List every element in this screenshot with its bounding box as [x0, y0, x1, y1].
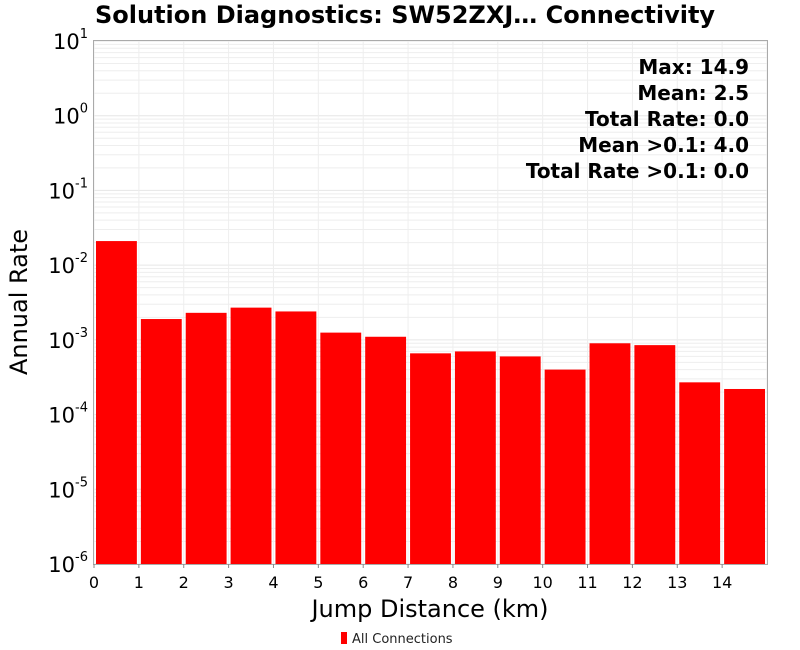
y-tick-base: 10 — [53, 30, 80, 54]
y-tick-label: 10-3 — [48, 326, 88, 353]
x-tick-label: 4 — [268, 573, 278, 592]
y-tick-exponent: -1 — [75, 176, 88, 191]
bar-3 — [230, 307, 272, 564]
legend: All Connections — [341, 632, 453, 647]
y-tick-label: 100 — [53, 102, 88, 129]
y-tick-label: 101 — [53, 27, 88, 54]
y-tick-base: 10 — [48, 404, 75, 428]
x-tick-label: 1 — [134, 573, 144, 592]
y-tick-exponent: 1 — [80, 27, 88, 42]
x-tick-label: 5 — [313, 573, 323, 592]
bar-14 — [724, 388, 765, 564]
bar-7 — [410, 353, 451, 564]
bar-12 — [634, 345, 676, 564]
bar-10 — [544, 369, 586, 564]
x-tick-label: 3 — [224, 573, 234, 592]
legend-swatch — [341, 632, 347, 644]
y-tick-label: 10-4 — [48, 401, 88, 428]
y-axis-label: Annual Rate — [5, 229, 33, 375]
legend-label: All Connections — [352, 632, 453, 647]
stat-annotation: Mean: 2.5 — [637, 81, 749, 105]
y-tick-exponent: -6 — [75, 550, 88, 565]
y-tick-base: 10 — [53, 105, 80, 129]
x-tick-label: 10 — [532, 573, 552, 592]
y-tick-base: 10 — [48, 179, 75, 203]
x-tick-label: 14 — [712, 573, 732, 592]
x-tick-label: 12 — [622, 573, 642, 592]
y-tick-exponent: -4 — [75, 401, 88, 416]
x-tick-label: 11 — [577, 573, 597, 592]
y-tick-exponent: -2 — [75, 251, 88, 266]
plot-frame — [93, 40, 768, 565]
bar-4 — [275, 311, 317, 564]
x-axis-ticks: 0 1 2 3 4 5 6 7 8 9 10 11 12 13 14 — [89, 564, 732, 592]
stat-annotation: Total Rate: 0.0 — [585, 107, 749, 131]
bar-0 — [96, 241, 137, 564]
y-tick-exponent: 0 — [80, 102, 88, 117]
y-tick-base: 10 — [48, 329, 75, 353]
bar-9 — [499, 356, 541, 564]
y-tick-base: 10 — [48, 254, 75, 278]
x-tick-label: 13 — [667, 573, 687, 592]
bar-13 — [679, 382, 721, 564]
stat-annotation: Max: 14.9 — [638, 55, 749, 79]
y-tick-label: 10-2 — [48, 251, 88, 278]
y-tick-base: 10 — [48, 478, 75, 502]
y-tick-exponent: -5 — [75, 475, 88, 490]
y-tick-label: 10-5 — [48, 475, 88, 502]
x-axis-label: Jump Distance (km) — [309, 595, 548, 623]
bar-5 — [320, 332, 362, 564]
y-tick-label: 10-6 — [48, 550, 88, 577]
bar-1 — [140, 319, 182, 564]
bars — [96, 241, 765, 564]
y-tick-exponent: -3 — [75, 326, 88, 341]
x-tick-label: 8 — [448, 573, 458, 592]
bar-6 — [365, 336, 407, 564]
stat-annotation: Mean >0.1: 4.0 — [578, 133, 749, 157]
bar-8 — [454, 351, 496, 564]
chart-title: Solution Diagnostics: SW52ZXJ… Connectiv… — [95, 1, 715, 29]
bar-11 — [589, 343, 631, 564]
x-tick-label: 0 — [89, 573, 99, 592]
x-tick-label: 7 — [403, 573, 413, 592]
bar-2 — [185, 312, 227, 564]
stat-annotation: Total Rate >0.1: 0.0 — [526, 159, 749, 183]
y-tick-base: 10 — [48, 553, 75, 577]
y-tick-label: 10-1 — [48, 176, 88, 203]
x-tick-label: 6 — [358, 573, 368, 592]
x-tick-label: 9 — [493, 573, 503, 592]
x-tick-label: 2 — [179, 573, 189, 592]
